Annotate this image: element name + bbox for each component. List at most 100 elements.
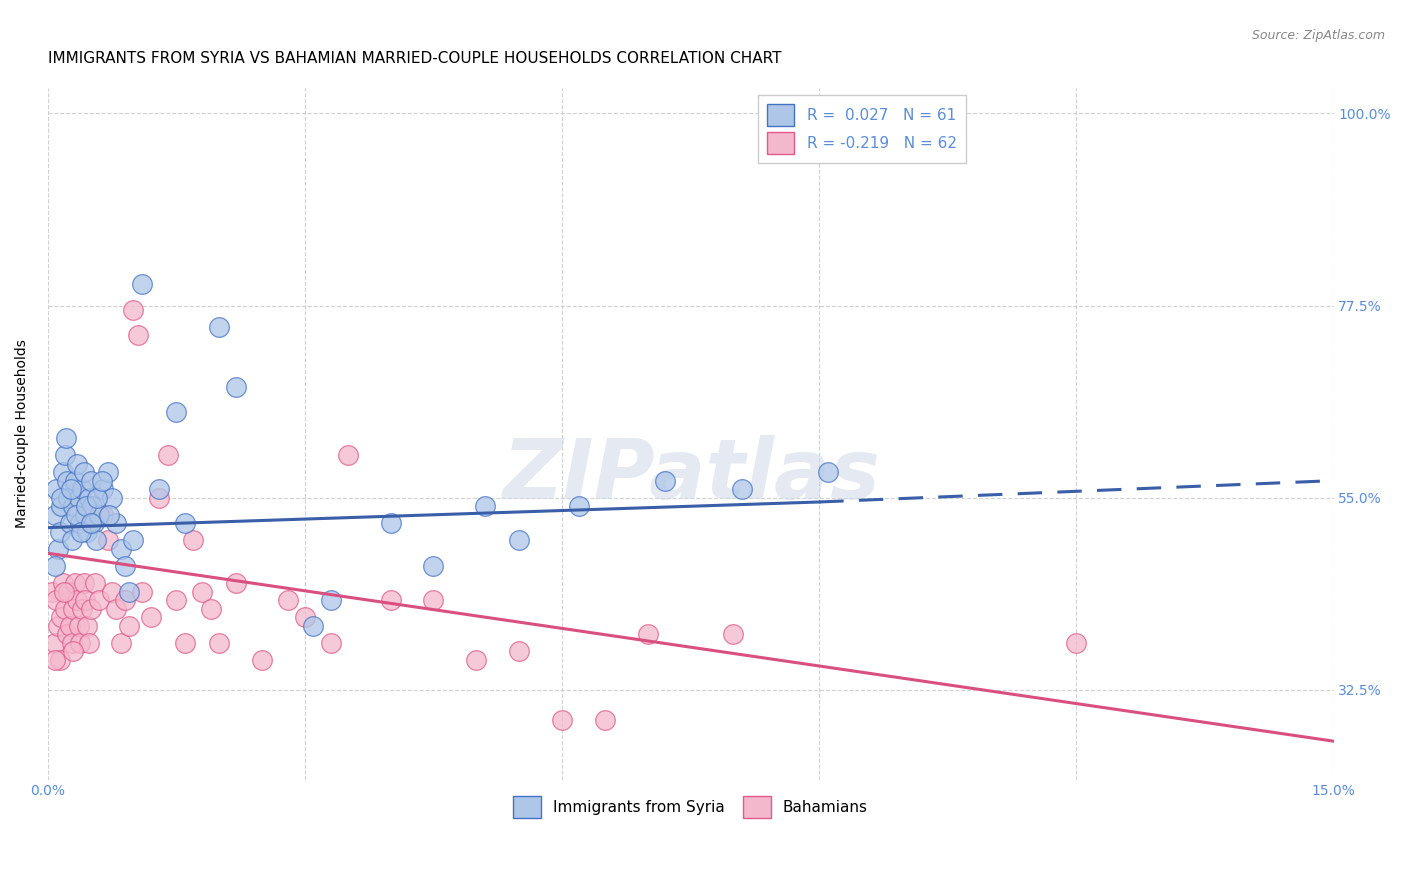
Point (84, 533, 107, 548)
Point (67, 491, 90, 505)
Point (55, 474, 77, 488)
Point (79, 601, 101, 615)
Point (75, 508, 97, 522)
Point (83, 576, 105, 591)
Point (70, 482, 93, 496)
Point (551, 713, 574, 727)
Point (654, 474, 676, 488)
Point (75, 500, 97, 514)
Point (82, 500, 104, 514)
Point (319, 593, 342, 607)
Point (76, 524, 98, 539)
Point (508, 533, 530, 548)
Point (101, 584, 124, 599)
Point (79, 474, 101, 488)
Point (208, 319, 231, 334)
Point (110, 541, 132, 556)
Point (62, 644, 84, 658)
Point (89, 508, 111, 522)
Text: ZIPatlas: ZIPatlas (502, 434, 880, 516)
Point (380, 516, 402, 531)
Point (41, 584, 63, 599)
Point (110, 636, 132, 650)
Y-axis label: Married-couple Households: Married-couple Households (15, 339, 30, 528)
Point (225, 576, 247, 591)
Point (70, 524, 93, 539)
Point (474, 500, 496, 514)
Point (118, 584, 141, 599)
Point (1066, 636, 1088, 650)
Point (122, 533, 145, 548)
Point (44, 559, 66, 574)
Point (148, 482, 170, 496)
Point (336, 448, 359, 462)
Point (70, 601, 93, 615)
Point (294, 610, 316, 624)
Point (60, 636, 83, 650)
Point (250, 653, 273, 667)
Point (89, 593, 111, 607)
Point (77, 636, 100, 650)
Point (75, 593, 97, 607)
Point (731, 482, 754, 496)
Point (67, 619, 90, 633)
Point (48, 524, 70, 539)
Point (93, 482, 115, 496)
Point (225, 379, 247, 393)
Point (319, 636, 342, 650)
Point (165, 405, 187, 419)
Point (59, 516, 82, 531)
Point (723, 627, 745, 641)
Point (44, 508, 66, 522)
Point (73, 576, 96, 591)
Point (90, 474, 112, 488)
Point (51, 500, 73, 514)
Point (131, 277, 153, 292)
Point (191, 584, 214, 599)
Point (98, 508, 121, 522)
Point (105, 601, 128, 615)
Point (131, 584, 153, 599)
Point (55, 431, 77, 445)
Point (165, 593, 187, 607)
Point (62, 601, 84, 615)
Point (69, 636, 91, 650)
Point (93, 508, 115, 522)
Point (593, 713, 616, 727)
Point (97, 533, 120, 548)
Point (66, 593, 89, 607)
Point (52, 576, 75, 591)
Point (77, 491, 100, 505)
Point (208, 636, 231, 650)
Point (83, 516, 105, 531)
Point (80, 516, 103, 531)
Point (422, 559, 444, 574)
Point (76, 619, 98, 633)
Point (48, 653, 70, 667)
Point (53, 448, 76, 462)
Point (127, 328, 149, 343)
Point (200, 601, 222, 615)
Point (69, 516, 91, 531)
Point (174, 636, 197, 650)
Point (637, 627, 659, 641)
Point (122, 302, 145, 317)
Point (114, 559, 136, 574)
Point (105, 516, 128, 531)
Point (44, 653, 66, 667)
Point (53, 584, 76, 599)
Legend: Immigrants from Syria, Bahamians: Immigrants from Syria, Bahamians (508, 790, 875, 824)
Point (45, 593, 67, 607)
Point (86, 491, 108, 505)
Point (46, 541, 69, 556)
Point (51, 610, 73, 624)
Point (52, 465, 75, 479)
Point (508, 644, 530, 658)
Point (63, 576, 86, 591)
Point (183, 533, 205, 548)
Point (174, 516, 197, 531)
Point (63, 474, 86, 488)
Point (380, 593, 402, 607)
Point (65, 508, 87, 522)
Point (118, 619, 141, 633)
